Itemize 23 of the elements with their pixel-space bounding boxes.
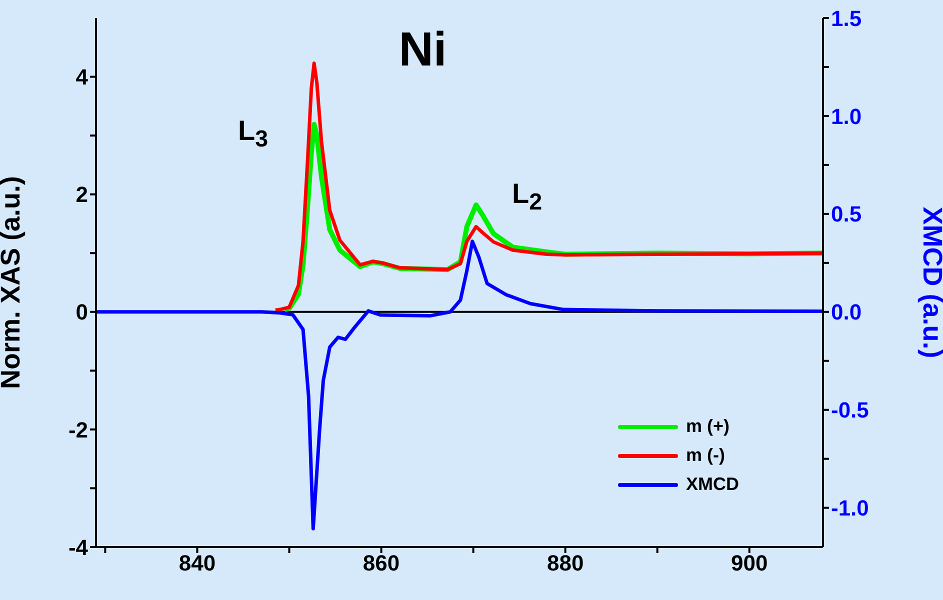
annotation: L$_{2}$: [512, 178, 542, 216]
y-tick-label: 0: [76, 300, 88, 325]
x-tick-label: 840: [178, 550, 216, 576]
y2-tick-label: 1.5: [831, 6, 862, 31]
annotation: L$_{3}$: [238, 115, 268, 153]
x-tick-label: 880: [546, 550, 584, 576]
y-axis-title: Norm. XAS (a.u.): [0, 176, 26, 390]
y2-axis-title: XMCD (a.u.): [917, 206, 943, 358]
y-tick-label: -4: [68, 534, 89, 560]
legend-label: m (+): [686, 416, 730, 437]
y2-tick-label: 0.5: [831, 202, 862, 227]
y-tick-label: 2: [76, 182, 88, 208]
x-tick-label: 900: [731, 550, 768, 576]
chart-title: Ni: [398, 24, 447, 77]
y2-tick-label: 1.0: [831, 104, 862, 129]
y-tick-label: 4: [76, 64, 89, 90]
y2-tick-label: -0.5: [831, 398, 869, 423]
x-tick-label: 860: [362, 550, 400, 576]
y2-tick-label: 0.0: [831, 300, 862, 325]
y-tick-label: -2: [68, 417, 88, 442]
legend-label: XMCD: [686, 474, 739, 495]
y2-tick-label: -1.0: [831, 496, 869, 521]
legend-label: m (-): [686, 445, 725, 466]
